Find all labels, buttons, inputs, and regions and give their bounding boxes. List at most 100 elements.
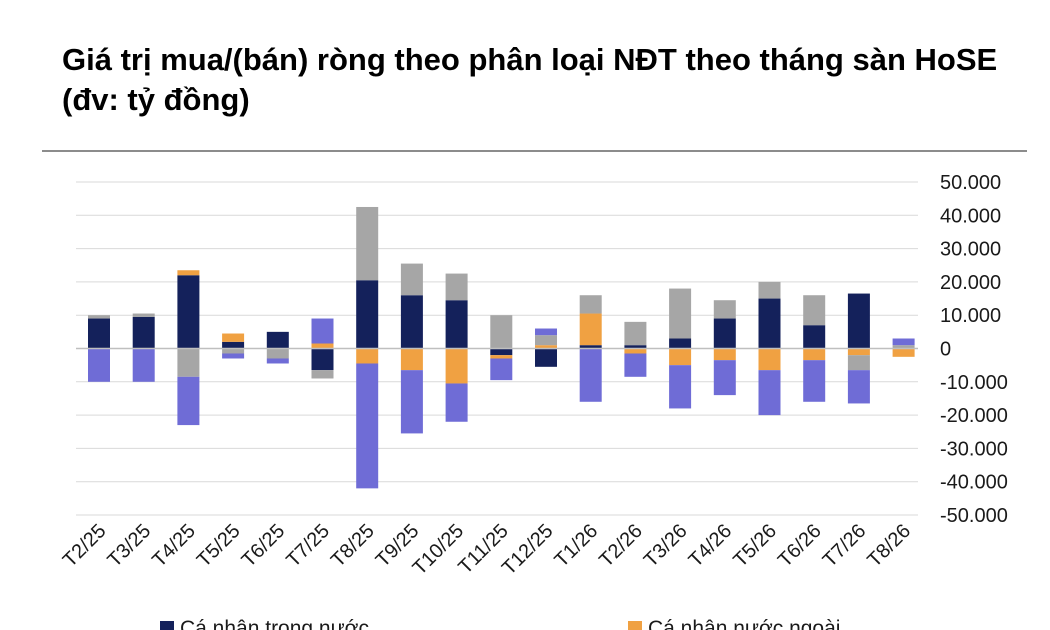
bar-segment-T5/26-s2: [758, 281, 781, 299]
bar-segment-T8/25-s3: [356, 363, 379, 489]
bar-segment-T9/25-s0: [400, 295, 423, 349]
bar-segment-T5/25-s0: [222, 341, 245, 349]
legend-swatch: [628, 621, 642, 630]
bar-segment-T12/25-s3: [535, 328, 557, 336]
bar-segment-T9/25-s3: [400, 370, 423, 434]
chart-title: Giá trị mua/(bán) ròng theo phân loại NĐ…: [62, 42, 998, 117]
bar-segment-T4/26-s1: [713, 348, 736, 361]
y-tick-label: 10.000: [940, 305, 1001, 327]
bar-segment-T3/25-s3: [132, 348, 155, 382]
bar-segment-T8/25-s0: [356, 280, 379, 349]
bar-segment-T2/26-s0: [624, 345, 647, 349]
y-axis-ticks: 50.000 40.000 30.000 20.000 10.000 0 -10.000 -2…: [940, 172, 1008, 527]
bar-segment-T7/25-s2: [311, 370, 334, 379]
bar-segment-T6/26-s3: [803, 360, 826, 402]
legend-label: Cá nhân trong nước: [180, 617, 369, 630]
bars: [88, 206, 915, 489]
bar-segment-T6/26-s1: [803, 348, 826, 361]
bar-segment-T11/25-s1: [490, 355, 513, 359]
bar-segment-T5/26-s1: [758, 348, 781, 371]
bar-segment-T3/25-s2: [132, 313, 155, 317]
title-divider: [42, 150, 1027, 152]
bar-segment-T1/26-s0: [579, 345, 602, 349]
bar-segment-T10/25-s2: [445, 273, 468, 301]
bar-segment-T8/25-s1: [356, 348, 379, 364]
bar-segment-T6/26-s0: [803, 325, 826, 349]
bar-segment-T6/25-s0: [266, 331, 289, 349]
bar-segment-T5/26-s3: [758, 370, 781, 416]
bar-segment-T7/25-s3: [311, 318, 334, 344]
bar-segment-T6/25-s3: [266, 358, 289, 364]
bar-segment-T11/25-s2: [490, 315, 513, 349]
x-tick-label: T4/26: [685, 520, 737, 572]
y-tick-label: -10.000: [940, 372, 1008, 394]
bar-segment-T2/26-s3: [624, 353, 647, 377]
x-tick-label: T7/26: [819, 520, 871, 572]
x-tick-label: T5/25: [193, 520, 245, 572]
x-tick-label: T8/25: [327, 520, 379, 572]
bar-segment-T11/25-s3: [490, 358, 513, 381]
bar-segment-T2/26-s1: [624, 348, 647, 354]
x-tick-label: T8/26: [863, 520, 915, 572]
bar-segment-T6/25-s2: [266, 348, 289, 359]
x-tick-label: T3/25: [104, 520, 156, 572]
y-tick-label: 0: [940, 339, 951, 361]
bar-segment-T7/25-s0: [311, 348, 334, 371]
bar-segment-T3/26-s3: [669, 365, 692, 409]
bar-segment-T1/26-s3: [579, 348, 602, 402]
x-tick-label: T10/25: [409, 520, 469, 580]
bar-segment-T4/25-s0: [177, 275, 200, 349]
bar-segment-T8/26-s2: [892, 345, 915, 349]
y-tick-label: -40.000: [940, 472, 1008, 494]
x-tick-label: T1/26: [551, 520, 603, 572]
bar-segment-T7/25-s1: [311, 343, 334, 349]
y-tick-label: 30.000: [940, 239, 1001, 261]
y-tick-label: 50.000: [940, 172, 1001, 194]
bar-segment-T7/26-s2: [847, 355, 870, 371]
bar-segment-T1/26-s2: [579, 295, 602, 314]
bar-segment-T2/25-s0: [88, 318, 110, 349]
bar-segment-T5/25-s1: [222, 333, 245, 342]
bar-segment-T11/25-s0: [490, 348, 513, 356]
bar-segment-T8/26-s1: [892, 348, 915, 357]
bar-segment-T1/26-s1: [579, 313, 602, 346]
y-tick-label: -50.000: [940, 505, 1008, 527]
bar-segment-T4/26-s3: [713, 360, 736, 396]
bar-segment-T10/25-s1: [445, 348, 468, 384]
bar-segment-T8/25-s2: [356, 206, 379, 281]
bar-segment-T5/25-s2: [222, 348, 245, 354]
x-tick-label: T6/26: [774, 520, 826, 572]
bar-segment-T4/25-s2: [177, 348, 200, 377]
bar-segment-T9/25-s2: [400, 263, 423, 296]
x-tick-label: T7/25: [282, 520, 334, 572]
bar-segment-T2/26-s2: [624, 321, 647, 346]
x-tick-label: T4/25: [148, 520, 200, 572]
bar-segment-T12/25-s0: [535, 348, 557, 367]
bar-segment-T7/26-s1: [847, 348, 870, 356]
bar-segment-T10/25-s0: [445, 300, 468, 349]
bar-segment-T4/25-s3: [177, 376, 200, 426]
y-tick-label: -30.000: [940, 438, 1008, 460]
x-tick-label: T5/26: [729, 520, 781, 572]
bar-segment-T5/25-s3: [222, 353, 245, 359]
bar-segment-T2/25-s2: [88, 315, 110, 319]
bar-segment-T8/26-s3: [892, 338, 915, 346]
x-tick-label: T2/25: [59, 520, 111, 572]
x-tick-label: T6/25: [238, 520, 290, 572]
legend: Cá nhân trong nước Cá nhân nước ngoài: [160, 617, 840, 630]
bar-segment-T4/26-s2: [713, 300, 736, 319]
x-tick-label: T2/26: [595, 520, 647, 572]
bar-segment-T4/26-s0: [713, 318, 736, 349]
y-tick-label: 20.000: [940, 272, 1001, 294]
bar-segment-T9/25-s1: [400, 348, 423, 371]
bar-segment-T3/26-s2: [669, 288, 692, 339]
bar-segment-T3/26-s0: [669, 338, 692, 349]
x-tick-label: T3/26: [640, 520, 692, 572]
bar-segment-T5/26-s0: [758, 298, 781, 349]
x-tick-label: T12/25: [498, 520, 558, 580]
bar-segment-T3/25-s0: [132, 316, 155, 349]
y-tick-label: -20.000: [940, 405, 1008, 427]
legend-swatch: [160, 621, 174, 630]
bar-segment-T2/25-s3: [88, 348, 110, 382]
bar-segment-T10/25-s3: [445, 383, 468, 422]
